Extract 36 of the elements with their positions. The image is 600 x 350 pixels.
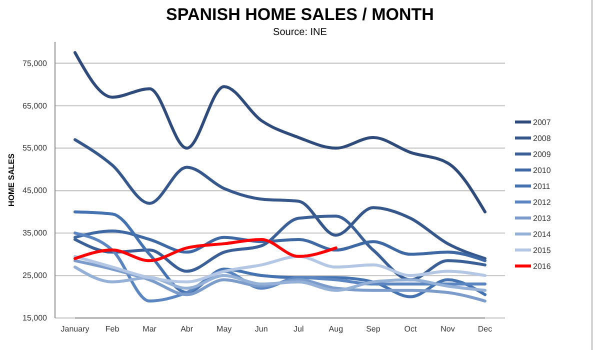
legend-label: 2014	[533, 230, 552, 239]
line-series	[74, 254, 486, 284]
y-tick-label: 75,000	[22, 58, 48, 68]
legend-label: 2015	[533, 246, 552, 255]
legend-label: 2007	[533, 118, 552, 127]
y-tick-label: 55,000	[22, 144, 48, 153]
x-tick-label: Jun	[254, 324, 268, 334]
y-tick-label: 45,000	[22, 186, 48, 196]
x-tick-label: Sep	[366, 324, 381, 334]
legend-label: 2012	[533, 198, 552, 207]
y-tick-label: 35,000	[22, 228, 48, 238]
chart-title: SPANISH HOME SALES / MONTH	[166, 5, 434, 24]
x-tick-label: Abr	[180, 324, 194, 334]
x-tick-label: January	[60, 324, 90, 334]
legend-label: 2011	[533, 182, 551, 191]
chart-subtitle: Source: INE	[273, 27, 328, 38]
x-tick-label: Jul	[294, 324, 304, 334]
y-tick-label: 65,000	[22, 101, 48, 110]
legend-label: 2016	[533, 262, 552, 271]
y-tick-label: 25,000	[22, 271, 48, 280]
y-tick-label: 15,000	[22, 314, 48, 323]
legend-label: 2008	[533, 134, 552, 143]
line-series	[74, 51, 486, 214]
x-tick-label: Dec	[478, 324, 492, 334]
legend-label: 2010	[533, 166, 552, 175]
x-tick-label: Aug	[328, 324, 344, 334]
legend-label: 2009	[533, 150, 552, 159]
legend-label: 2013	[533, 214, 552, 223]
x-tick-label: Mar	[142, 324, 157, 334]
line-series	[74, 266, 486, 292]
x-tick-label: Feb	[105, 324, 120, 334]
y-axis-title: HOME SALES	[7, 152, 16, 206]
x-tick-label: Oct	[404, 324, 418, 334]
x-tick-label: Nov	[440, 324, 455, 334]
x-tick-label: May	[216, 324, 232, 334]
line-series	[74, 238, 338, 262]
